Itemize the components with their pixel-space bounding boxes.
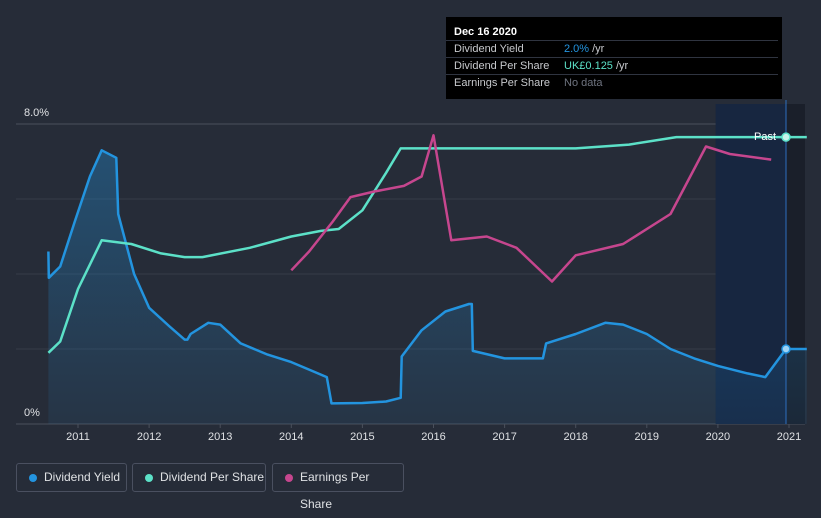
x-tick-label: 2016 [421, 431, 445, 443]
x-tick-label: 2013 [208, 431, 232, 443]
legend-dot-icon [29, 474, 37, 482]
y-axis-top-label: 8.0% [24, 107, 49, 119]
earnings-per-share-line [290, 134, 772, 283]
x-tick-label: 2017 [492, 431, 516, 443]
legend-dividend-per-share[interactable]: Dividend Per Share [132, 463, 266, 492]
dividend-per-share-marker[interactable] [781, 132, 791, 142]
dividend-yield-marker[interactable] [781, 344, 791, 354]
legend-earnings-per-share[interactable]: Earnings Per Share [272, 463, 404, 511]
tooltip-label: Earnings Per Share [454, 77, 550, 89]
x-tick-label: 2021 [777, 431, 801, 443]
legend-dot-icon [285, 474, 293, 482]
x-tick-label: 2018 [563, 431, 587, 443]
legend-dot-icon [145, 474, 153, 482]
dividend-yield-area [48, 150, 807, 425]
tooltip-unit: /yr [592, 43, 605, 55]
y-axis-bottom-label: 0% [24, 407, 40, 419]
tooltip-value: 2.0%/yr [564, 43, 604, 55]
tooltip-row-earnings-per-share: Earnings Per Share No data [446, 74, 778, 92]
x-axis: 2011 2012 2013 2014 2015 2016 2017 2018 2019 2020… [66, 424, 801, 443]
x-tick-label: 2012 [137, 431, 161, 443]
tooltip-row-dividend-yield: Dividend Yield 2.0%/yr [446, 40, 778, 58]
legend-dividend-yield[interactable]: Dividend Yield [16, 463, 127, 492]
tooltip-row-dividend-per-share: Dividend Per Share UK£0.125/yr [446, 57, 778, 75]
tooltip-date: Dec 16 2020 [454, 26, 517, 38]
legend-label: Dividend Per Share [160, 470, 265, 484]
tooltip-value: UK£0.125/yr [564, 60, 628, 72]
tooltip-value-text: 2.0% [564, 43, 590, 55]
dividend-per-share-line [47, 135, 807, 354]
tooltip-unit: /yr [615, 60, 629, 72]
x-tick-label: 2015 [350, 431, 374, 443]
x-tick-label: 2011 [66, 431, 90, 443]
legend-label: Dividend Yield [44, 470, 121, 484]
tooltip-value-text: UK£0.125 [564, 60, 613, 72]
x-tick-label: 2019 [635, 431, 659, 443]
tooltip-value: No data [564, 77, 606, 89]
tooltip-label: Dividend Yield [454, 43, 524, 55]
past-annotation: Past [754, 131, 776, 143]
hover-tooltip: Dec 16 2020 Dividend Yield 2.0%/yr Divid… [446, 17, 782, 99]
x-tick-label: 2014 [279, 431, 303, 443]
x-tick-label: 2020 [706, 431, 730, 443]
tooltip-value-text: No data [564, 77, 603, 89]
tooltip-label: Dividend Per Share [454, 60, 550, 72]
